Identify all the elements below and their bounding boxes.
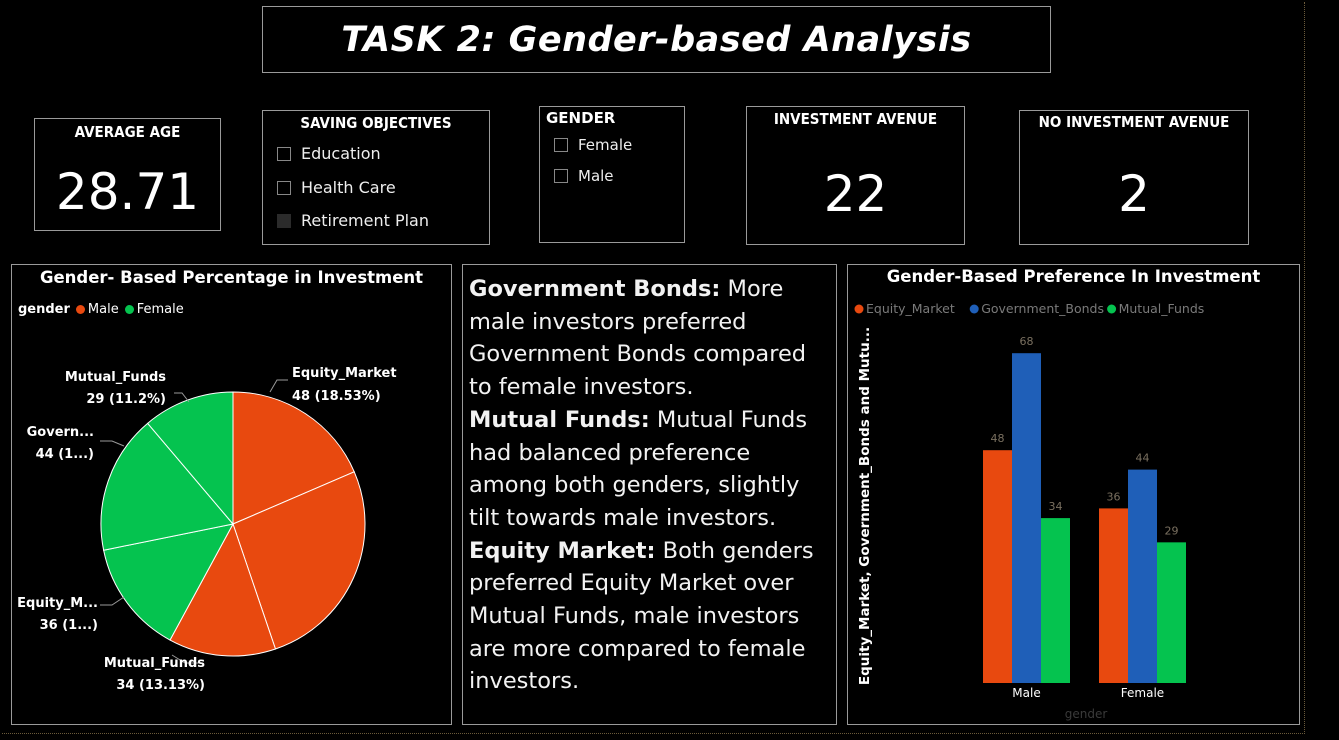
no-investment-avenue-label: NO INVESTMENT AVENUE: [1038, 113, 1230, 131]
pie-slice-male-equity-market[interactable]: [232, 391, 355, 525]
leader-line-equity-female: [100, 596, 125, 606]
bar-label-female-government-bonds: 44: [1136, 452, 1150, 465]
no-investment-avenue-card[interactable]: NO INVESTMENT AVENUE 2: [1019, 110, 1249, 245]
label-mutual-female-name: Mutual_Funds: [65, 370, 166, 385]
page-title: TASK 2: Gender-based Analysis: [341, 19, 972, 60]
x-tick-male: Male: [1012, 686, 1040, 700]
legend-label-female: Female: [136, 302, 184, 317]
leader-line-mutual-female: [174, 392, 190, 403]
insight-equity-market-body: Both genders preferred Equity Market ove…: [469, 537, 814, 695]
pie-slice-female-equity-market[interactable]: [103, 523, 234, 641]
label-gov-female-value: 44 (1...): [36, 447, 94, 462]
label-equity-male-name: Equity_Market: [292, 366, 397, 381]
saving-objectives-slicer[interactable]: SAVING OBJECTIVES Education Health Care …: [262, 110, 490, 245]
slicer-item-label: Health Care: [301, 178, 396, 197]
pie-slice-male-government-bonds[interactable]: [232, 471, 366, 650]
pie-chart-panel[interactable]: Gender- Based Percentage in Investment g…: [11, 264, 452, 725]
insight-equity-market-heading: Equity Market:: [469, 537, 656, 564]
insight-gov-bonds-body: More male investors preferred Government…: [469, 276, 807, 401]
pie-slice-male-mutual-funds[interactable]: [169, 522, 277, 657]
label-equity-female-value: 36 (1...): [40, 618, 98, 633]
legend-dot-female: [124, 305, 134, 314]
gender-slicer[interactable]: GENDER Female Male: [539, 106, 685, 243]
y-axis-label: Equity_Market, Government_Bonds and Mutu…: [857, 327, 873, 685]
investment-avenue-label: INVESTMENT AVENUE: [773, 110, 938, 128]
legend-label-mutual-funds[interactable]: Mutual_Funds: [1119, 301, 1205, 316]
checkbox-health-care[interactable]: [277, 180, 291, 195]
label-mutual-female-value: 29 (11.2%): [86, 392, 166, 407]
legend-dot-government-bonds: [969, 304, 979, 314]
bar-male-government-bonds[interactable]: [1012, 353, 1041, 683]
insight-mutual-funds-body: Mutual Funds had balanced preference amo…: [469, 406, 808, 531]
insights-panel: Government Bonds: More male investors pr…: [462, 264, 837, 725]
investment-avenue-card[interactable]: INVESTMENT AVENUE 22: [746, 106, 965, 245]
checkbox-female[interactable]: [554, 138, 568, 152]
slicer-item-female[interactable]: Female: [554, 136, 632, 154]
pie-chart-svg: Equity_Market 48 (18.53%) Mutual_Funds 2…: [17, 366, 397, 693]
bar-label-male-government-bonds: 68: [1020, 335, 1034, 348]
bar-label-male-mutual-funds: 34: [1049, 500, 1063, 513]
slicer-item-health-care[interactable]: Health Care: [277, 178, 396, 197]
slicer-item-label: Retirement Plan: [301, 211, 429, 230]
legend-label-equity-market[interactable]: Equity_Market: [866, 301, 955, 316]
bar-label-female-mutual-funds: 29: [1165, 524, 1179, 537]
checkbox-male[interactable]: [554, 169, 568, 183]
legend-dot-male: [75, 305, 85, 314]
legend-dot-mutual-funds: [1107, 304, 1117, 314]
bar-chart-title: Gender-Based Preference In Investment: [886, 267, 1261, 286]
slicer-item-label: Female: [578, 136, 633, 154]
bar-male-mutual-funds[interactable]: [1041, 518, 1070, 683]
insights-text: Government Bonds: More male investors pr…: [469, 273, 832, 698]
slicer-item-label: Male: [578, 167, 614, 185]
average-age-card[interactable]: AVERAGE AGE 28.71: [34, 118, 221, 231]
pie-legend: gender Male Female: [18, 302, 190, 317]
average-age-label: AVERAGE AGE: [74, 123, 181, 141]
bar-female-mutual-funds[interactable]: [1157, 542, 1186, 683]
label-equity-female-name: Equity_M...: [17, 596, 98, 611]
bar-female-government-bonds[interactable]: [1128, 469, 1157, 683]
leader-line-equity-male: [269, 379, 288, 393]
bar-male-equity-market[interactable]: [983, 450, 1012, 683]
average-age-value: 28.71: [55, 163, 200, 221]
leader-line-gov-female: [100, 440, 125, 447]
insight-gov-bonds-heading: Government Bonds:: [469, 276, 721, 302]
page-title-box: TASK 2: Gender-based Analysis: [262, 6, 1051, 73]
checkbox-retirement-plan[interactable]: [277, 213, 291, 228]
slicer-item-education[interactable]: Education: [277, 144, 381, 163]
label-mutual-male-name: Mutual_Funds: [104, 656, 205, 671]
label-mutual-male-value: 34 (13.13%): [116, 678, 205, 693]
legend-label-male: Male: [87, 302, 119, 317]
checkbox-education[interactable]: [277, 146, 291, 161]
pie-legend-title: gender: [18, 302, 70, 317]
slicer-item-retirement-plan[interactable]: Retirement Plan: [277, 211, 429, 230]
investment-avenue-value: 22: [823, 165, 888, 223]
slicer-item-label: Education: [301, 144, 381, 163]
bar-female-equity-market[interactable]: [1099, 508, 1128, 683]
saving-objectives-title: SAVING OBJECTIVES: [300, 114, 452, 132]
pie-leader-lines: [100, 379, 288, 664]
legend-label-government-bonds[interactable]: Government_Bonds: [981, 301, 1104, 316]
pie-chart-title: Gender- Based Percentage in Investment: [39, 268, 424, 287]
label-equity-male-value: 48 (18.53%): [292, 389, 381, 404]
no-investment-avenue-value: 2: [1118, 165, 1150, 223]
bar-label-female-equity-market: 36: [1107, 490, 1121, 503]
legend-dot-equity-market: [854, 304, 864, 314]
slicer-item-male[interactable]: Male: [554, 167, 614, 185]
leader-line-mutual-male: [171, 654, 202, 664]
gender-slicer-title: GENDER: [546, 109, 616, 127]
x-axis-label: gender: [1065, 707, 1108, 721]
bar-chart-svg: Equity_Market Government_Bonds Mutual_Fund…: [854, 301, 1205, 721]
label-gov-female-name: Govern...: [27, 425, 94, 440]
bar-label-male-equity-market: 48: [991, 432, 1005, 445]
x-tick-female: Female: [1121, 686, 1164, 700]
bar-chart-panel[interactable]: Gender-Based Preference In Investment Eq…: [847, 264, 1300, 725]
insight-mutual-funds-heading: Mutual Funds:: [469, 406, 650, 433]
legend-item-male[interactable]: Male: [75, 302, 119, 317]
legend-item-female[interactable]: Female: [124, 302, 184, 317]
pie-slice-female-government-bonds[interactable]: [100, 422, 234, 551]
